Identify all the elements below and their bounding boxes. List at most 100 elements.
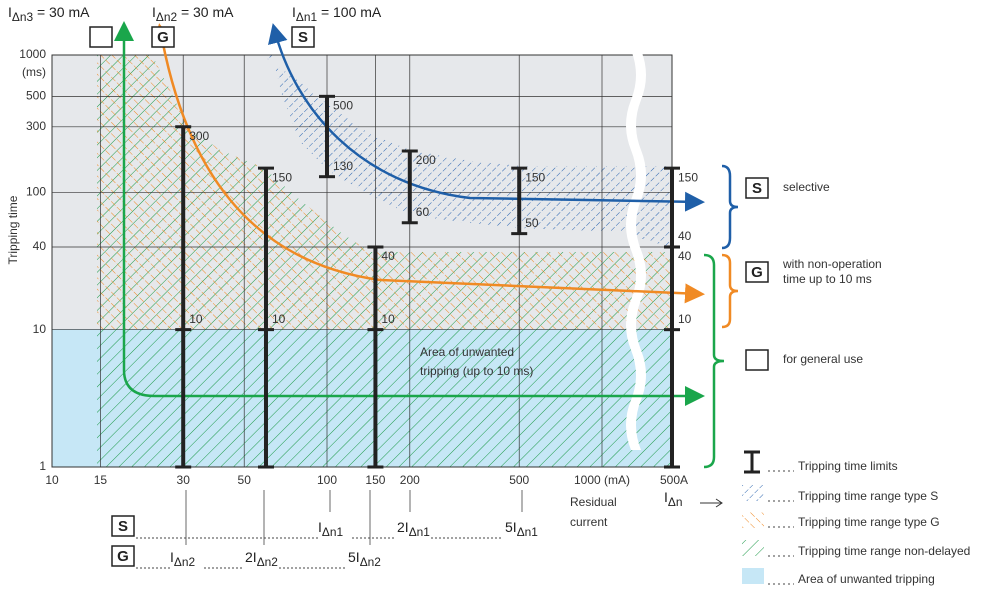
symbol-sub: Δn1 [517, 525, 539, 539]
symbol-text: I [318, 519, 322, 535]
symbol-label: 2IΔn1 [397, 519, 430, 539]
area-label: Area of unwanted [420, 345, 514, 359]
curve-general [114, 20, 705, 406]
bar-label: 10 [381, 312, 395, 326]
badge-text: S [752, 180, 762, 197]
symbol-text: I [292, 4, 296, 20]
arrow [700, 498, 723, 508]
symbol-text: 5I [505, 519, 517, 535]
x-tick-label: 15 [94, 473, 108, 487]
badge-box [291, 26, 315, 48]
badge-box [745, 349, 769, 371]
side-label: with non-operation [782, 257, 882, 271]
badge-text: S [298, 29, 308, 46]
bar-label: 60 [416, 205, 430, 219]
badge-box [111, 545, 135, 567]
x-tick-label: 150 [365, 473, 385, 487]
symbol-sub: Δn2 [174, 555, 196, 569]
x-end-label: 500A [660, 473, 688, 487]
side-label: time up to 10 ms [783, 272, 872, 286]
braces [703, 164, 739, 469]
symbol-rest: = 30 mA [177, 4, 234, 20]
curves [114, 20, 705, 406]
x-title: current [570, 515, 608, 529]
x-tick-label: 100 [317, 473, 337, 487]
badge-text: S [118, 518, 128, 535]
legend-label: Area of unwanted tripping [798, 572, 935, 586]
symbol-rest: = 30 mA [33, 4, 90, 20]
badge-box [111, 515, 135, 537]
y-unit: (ms) [22, 65, 46, 79]
y-tick-label: 300 [26, 119, 46, 133]
symbol-label: IΔn2 [170, 549, 195, 569]
bar-label: 50 [525, 216, 539, 230]
symbol-text: 2I [245, 549, 257, 565]
legend-label: Tripping time range non-delayed [798, 544, 970, 558]
symbol-text: I [170, 549, 174, 565]
symbol-label: 5IΔn1 [505, 519, 538, 539]
area-label: tripping (up to 10 ms) [420, 364, 533, 378]
y-tick-label: 10 [33, 322, 47, 336]
symbol-text: I [664, 489, 668, 505]
bar-label: 10 [189, 312, 203, 326]
badge-text: G [157, 29, 169, 46]
x-tick-label: 1000 (mA) [574, 473, 630, 487]
x-title: Residual [570, 495, 617, 509]
badge-box [745, 177, 769, 199]
y-tick-label: 500 [26, 89, 46, 103]
side-label: selective [783, 180, 830, 194]
bar-label: 150 [678, 170, 698, 184]
x-tick-label: 50 [238, 473, 252, 487]
bar-label: 40 [678, 229, 692, 243]
bar-label: 150 [525, 170, 545, 184]
x-tick-label: 10 [45, 473, 59, 487]
y-tick-label: 100 [26, 185, 46, 199]
plot-background [52, 55, 672, 467]
bar-label: 10 [272, 312, 286, 326]
y-tick-label: 1 [39, 459, 46, 473]
legend-icons [742, 450, 764, 584]
symbol-text: I [152, 4, 156, 20]
legend-label: Tripping time range type S [798, 489, 938, 503]
y-tick-label: 40 [33, 239, 47, 253]
bar-label: 130 [333, 159, 353, 173]
symbol-sub: Δn2 [257, 555, 279, 569]
symbol-sub: Δn2 [156, 10, 178, 24]
symbol-sub: Δn1 [296, 10, 318, 24]
symbol-sub: Δn2 [360, 555, 382, 569]
symbol-rest: = 100 mA [317, 4, 382, 20]
symbol-sub: Δn [668, 495, 683, 509]
bar-label: 40 [381, 249, 395, 263]
badge-box [151, 26, 175, 48]
symbol-label: IΔn3 = 30 mA [8, 4, 90, 24]
x-tick-label: 500 [509, 473, 529, 487]
badge-box [89, 26, 113, 48]
symbol-text: 5I [348, 549, 360, 565]
symbol-label: IΔn [664, 489, 682, 509]
badge-text: G [117, 548, 129, 565]
y-tick-label: 1000 [19, 47, 46, 61]
symbol-sub: Δn1 [409, 525, 431, 539]
bar-label: 500 [333, 99, 353, 113]
symbol-label: 2IΔn2 [245, 549, 278, 569]
legend-label: Tripping time limits [798, 459, 898, 473]
symbol-label: IΔn1 [318, 519, 343, 539]
side-label: for general use [783, 352, 863, 366]
symbol-label: IΔn1 = 100 mA [292, 4, 382, 24]
bar-label: 40 [678, 249, 692, 263]
symbol-text: I [8, 4, 12, 20]
bar-label: 200 [416, 153, 436, 167]
y-title: Tripping time [6, 195, 20, 264]
bar-label: 10 [678, 312, 692, 326]
bar-label: 150 [272, 170, 292, 184]
symbol-sub: Δn1 [322, 525, 344, 539]
symbol-sub: Δn3 [12, 10, 34, 24]
x-tick-label: 30 [177, 473, 191, 487]
badge-box [745, 261, 769, 283]
symbol-label: IΔn2 = 30 mA [152, 4, 234, 24]
bar-label: 300 [189, 129, 209, 143]
badge-text: G [751, 264, 763, 281]
x-tick-label: 200 [400, 473, 420, 487]
symbol-label: 5IΔn2 [348, 549, 381, 569]
